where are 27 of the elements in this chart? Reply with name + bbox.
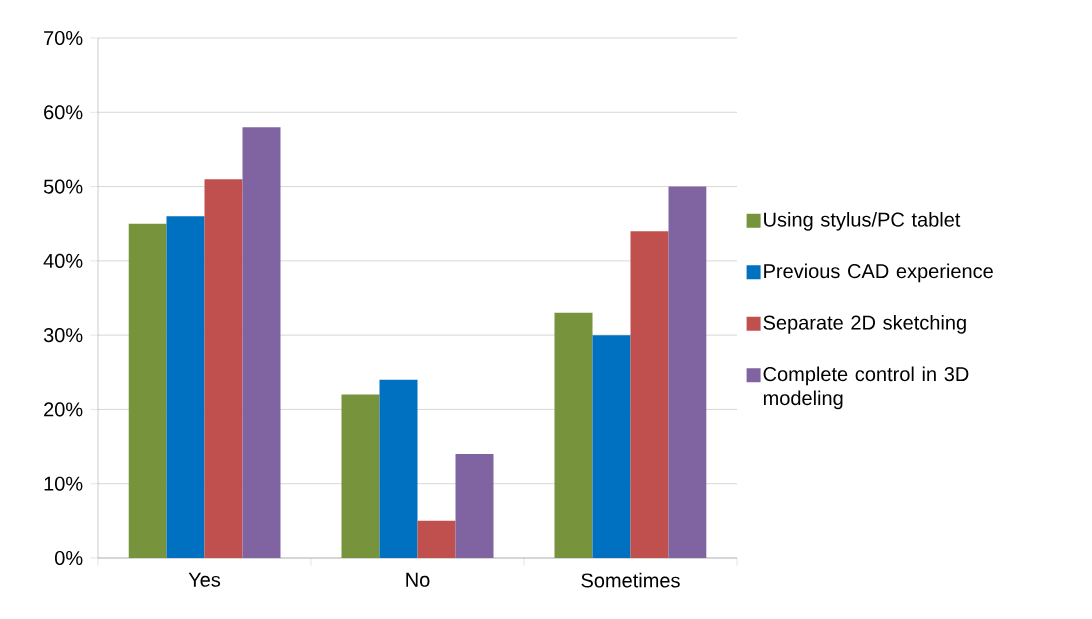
bar — [242, 127, 281, 558]
y-tick-label: 10% — [44, 476, 83, 491]
y-tick-label: 70% — [44, 30, 83, 46]
legend-label: Previous CAD experience — [764, 263, 993, 283]
y-tick-label: 60% — [44, 105, 83, 120]
legend-label: Separate 2D sketching — [763, 315, 966, 334]
bar — [166, 216, 205, 558]
legend-label: Complete control in 3D modeling — [763, 366, 969, 410]
bar — [204, 179, 243, 558]
x-tick-label: No — [406, 572, 430, 587]
bar — [128, 223, 167, 558]
bar — [379, 379, 418, 558]
y-tick-label: 20% — [44, 402, 83, 417]
legend-label: Using stylus/PC tablet — [764, 212, 961, 231]
bar — [630, 231, 669, 558]
y-tick-label: 40% — [43, 253, 83, 268]
bar — [592, 335, 631, 558]
bar — [455, 454, 494, 558]
x-tick-label: Yes — [188, 572, 221, 587]
x-tick-label: Sometimes — [581, 572, 680, 588]
bar — [341, 394, 380, 558]
y-tick-label: 0% — [55, 550, 83, 566]
bar — [417, 520, 456, 558]
y-tick-label: 50% — [43, 179, 83, 194]
bar — [554, 312, 593, 558]
bar — [668, 186, 707, 558]
y-tick-label: 30% — [43, 328, 83, 343]
